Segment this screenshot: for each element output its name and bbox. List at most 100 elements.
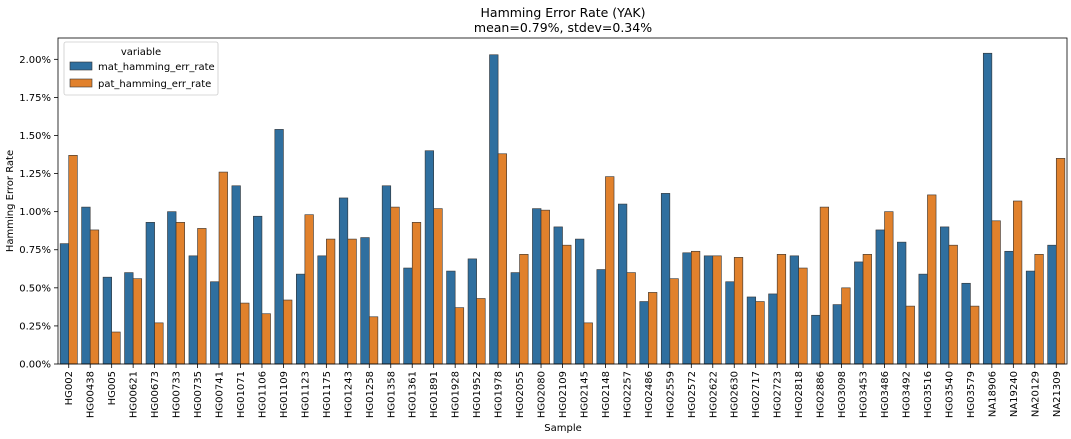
bar-mat-HG01928	[446, 270, 456, 365]
bar-mat-HG01123	[295, 273, 306, 365]
bar-mat-HG03486	[875, 229, 885, 365]
bar-pat-HG01071	[240, 302, 250, 365]
x-tick-label: HG01361	[408, 371, 419, 418]
x-tick-label: HG00735	[193, 371, 204, 418]
bar-pat-HG03453	[862, 254, 872, 365]
bar-mat-HG02145	[575, 238, 585, 365]
bar-pat-HG01175	[326, 238, 336, 365]
x-tick-label: HG02145	[579, 371, 590, 418]
x-tick-label: NA20129	[1030, 371, 1041, 417]
bar-pat-HG02145	[583, 322, 593, 365]
legend: variable mat_hamming_err_rate pat_hammin…	[63, 41, 219, 96]
bar-mat-HG03492	[897, 241, 907, 365]
bar-mat-NA18906	[982, 52, 993, 365]
bar-pat-NA20129	[1034, 254, 1044, 365]
x-tick-label: HG02630	[730, 371, 741, 418]
x-axis: HG002 HG00438 HG005 HG00621 HG00673 HG00733 HG…	[64, 364, 1063, 418]
x-tick-label: HG005	[107, 371, 118, 405]
bar-mat-HG03579	[961, 282, 971, 365]
bar-mat-HG01358	[381, 185, 392, 365]
bar-mat-HG00438	[81, 206, 91, 365]
y-tick-label: 1.00%	[19, 207, 51, 218]
bars-layer	[59, 52, 1066, 365]
bar-pat-HG02148	[605, 176, 615, 365]
bar-mat-HG00733	[167, 211, 177, 365]
x-tick-label: HG02622	[708, 371, 719, 418]
bar-mat-HG01243	[338, 197, 349, 365]
bar-mat-HG02886	[811, 314, 821, 365]
x-tick-label: HG01109	[279, 371, 290, 418]
bar-pat-HG01109	[283, 299, 293, 365]
bar-pat-HG03540	[948, 244, 958, 365]
bar-mat-HG02257	[618, 203, 628, 365]
bar-mat-NA20129	[1025, 270, 1036, 365]
x-tick-label: NA18906	[987, 371, 998, 417]
bar-mat-HG01175	[317, 255, 327, 365]
bar-pat-HG02723	[776, 254, 787, 365]
bar-mat-HG03540	[940, 226, 950, 365]
bar-mat-NA21309	[1047, 244, 1057, 365]
bar-pat-HG02080	[540, 209, 550, 365]
bar-pat-HG01243	[347, 238, 357, 365]
bar-mat-HG02818	[789, 255, 799, 365]
chart-subtitle: mean=0.79%, stdev=0.34%	[474, 20, 652, 35]
x-tick-label: HG03486	[880, 371, 891, 418]
x-tick-label: HG01978	[494, 371, 505, 418]
bar-mat-HG01361	[403, 267, 413, 365]
x-tick-label: HG03540	[944, 371, 955, 418]
bar-pat-HG00741	[218, 171, 228, 365]
x-tick-label: HG00733	[172, 371, 183, 418]
bar-mat-HG02717	[746, 296, 757, 365]
x-tick-label: HG002	[64, 371, 75, 405]
x-tick-label: NA21309	[1052, 371, 1063, 417]
y-tick-label: 0.25%	[19, 321, 51, 332]
bar-mat-HG005	[102, 276, 112, 365]
bar-mat-HG01891	[424, 150, 434, 365]
x-tick-label: HG01123	[300, 371, 311, 418]
bar-pat-NA21309	[1055, 158, 1066, 365]
bar-pat-HG03486	[884, 211, 894, 365]
bar-pat-HG01123	[304, 214, 314, 365]
x-tick-label: HG01071	[236, 371, 247, 418]
plot-frame	[57, 37, 1068, 365]
chart-title: Hamming Error Rate (YAK)	[481, 5, 646, 20]
x-tick-label: HG02559	[665, 371, 676, 418]
bar-pat-HG02559	[669, 278, 679, 365]
x-tick-label: HG01258	[365, 371, 376, 418]
bar-pat-HG02055	[519, 254, 529, 365]
bar-pat-HG01952	[476, 298, 486, 365]
y-tick-label: 1.25%	[19, 169, 51, 180]
bar-pat-HG00673	[154, 322, 164, 365]
bar-pat-HG00733	[175, 222, 185, 365]
bar-mat-HG00621	[124, 272, 134, 365]
bar-mat-HG02080	[532, 208, 542, 365]
bar-mat-HG02572	[682, 252, 692, 365]
x-tick-label: HG00741	[215, 371, 226, 418]
legend-swatch-mat	[69, 61, 93, 71]
bar-mat-HG02630	[725, 281, 735, 365]
bar-mat-HG002	[59, 243, 70, 365]
bar-mat-NA19240	[1004, 250, 1014, 365]
y-tick-label: 1.75%	[19, 93, 51, 104]
x-tick-label: HG02148	[601, 371, 612, 418]
x-tick-label: HG01358	[386, 371, 397, 418]
bar-mat-HG02559	[660, 193, 671, 365]
bar-mat-HG02622	[703, 255, 714, 365]
x-tick-label: HG01952	[472, 371, 483, 418]
legend-box	[63, 41, 219, 96]
bar-pat-HG02630	[733, 257, 744, 365]
bar-mat-HG02055	[510, 272, 520, 365]
bar-pat-HG01106	[261, 313, 271, 365]
bar-pat-HG02622	[712, 255, 722, 365]
x-axis-label: Sample	[544, 423, 582, 434]
bar-pat-HG02257	[626, 272, 636, 365]
bar-pat-HG00621	[132, 278, 143, 365]
bar-mat-HG03453	[854, 261, 864, 365]
bar-pat-HG02572	[691, 250, 701, 365]
x-tick-label: HG02257	[622, 371, 633, 418]
bar-pat-NA19240	[1013, 200, 1023, 365]
bar-mat-HG01109	[274, 129, 284, 365]
bar-pat-HG01258	[368, 316, 379, 365]
bar-pat-NA18906	[991, 220, 1001, 365]
